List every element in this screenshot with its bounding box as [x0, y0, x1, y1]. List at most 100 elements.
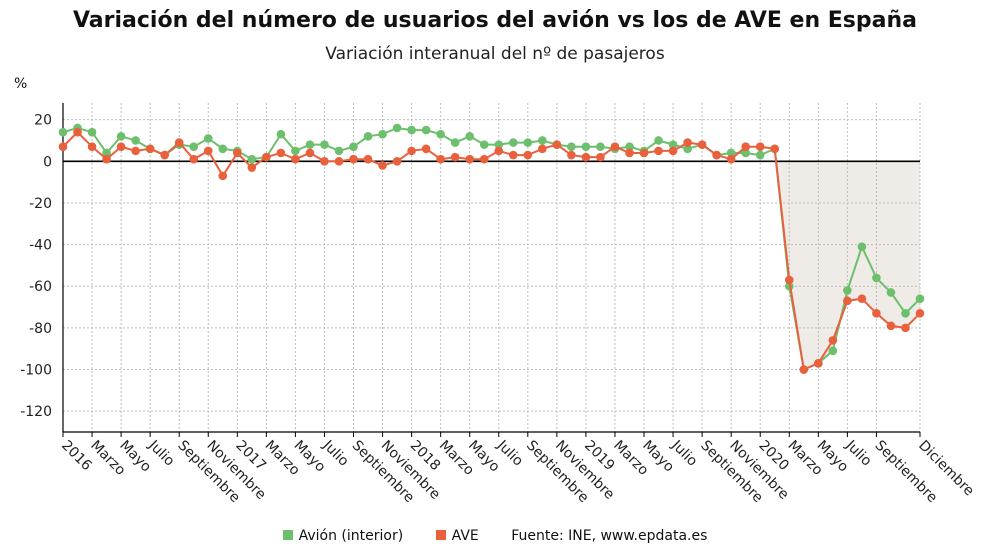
data-point-avion [450, 138, 460, 147]
chart-title: Variación del número de usuarios del avi… [72, 8, 917, 33]
data-point-avion [436, 129, 445, 139]
data-point-ave [581, 152, 591, 162]
data-point-avion [538, 136, 547, 145]
data-point-avion [131, 136, 140, 145]
data-point-ave [712, 150, 721, 160]
data-point-ave [174, 138, 184, 147]
data-point-ave [697, 140, 707, 149]
data-point-avion [508, 138, 518, 147]
shaded-area-layer [760, 161, 920, 370]
data-point-ave [276, 148, 286, 158]
legend-label-ave: AVE [451, 528, 479, 544]
data-point-avion [218, 144, 228, 154]
data-point-avion [843, 286, 852, 295]
data-point-avion [567, 142, 576, 152]
axis-layer [62, 103, 921, 437]
data-point-ave [901, 323, 910, 333]
data-point-ave [262, 152, 271, 162]
data-point-ave [538, 144, 547, 154]
grid-layer [62, 103, 921, 432]
data-point-ave [668, 146, 678, 156]
data-point-ave [349, 154, 358, 164]
y-tick-label: -40 [29, 238, 52, 254]
data-point-ave [160, 150, 169, 160]
data-point-avion [581, 142, 591, 152]
data-point-ave [596, 152, 605, 162]
data-point-avion [87, 127, 97, 137]
data-point-avion [523, 138, 533, 147]
data-point-avion [465, 132, 475, 141]
data-point-avion [407, 125, 416, 135]
data-point-avion [872, 273, 881, 283]
chart-subtitle: Variación interanual del nº de pasajeros [325, 44, 665, 64]
data-point-ave [320, 157, 329, 166]
legend-swatch-avion [282, 530, 293, 540]
data-point-ave [814, 358, 823, 368]
legend-item-avion: Avión (interior) [282, 528, 403, 544]
y-tick-label: -120 [20, 404, 52, 420]
data-point-avion [915, 294, 925, 304]
data-point-ave [915, 309, 925, 318]
data-point-avion [189, 142, 199, 152]
data-point-ave [610, 142, 620, 152]
data-point-avion [276, 129, 286, 139]
data-point-ave [755, 142, 765, 152]
y-axis-unit: % [14, 76, 28, 92]
data-point-ave [886, 321, 896, 331]
legend-swatch-ave [435, 530, 446, 540]
data-point-avion [596, 142, 605, 152]
legend-item-ave: AVE [435, 528, 479, 544]
data-point-avion [726, 148, 736, 158]
data-point-ave [218, 171, 228, 181]
data-point-ave [654, 146, 663, 156]
data-point-ave [567, 150, 576, 160]
data-point-ave [770, 144, 780, 154]
data-point-avion [116, 132, 126, 141]
data-point-ave [116, 142, 126, 152]
data-point-ave [843, 296, 852, 306]
line-chart: 200-20-40-60-80-100-1202016MarzoMayoJuli… [20, 103, 977, 506]
source-note: Fuente: INE, www.epdata.es [511, 528, 708, 544]
data-point-avion [247, 154, 257, 164]
y-tick-label: -20 [29, 196, 52, 212]
data-point-avion [654, 136, 663, 145]
data-point-ave [305, 148, 315, 158]
data-point-avion [392, 123, 402, 133]
data-point-ave [392, 157, 402, 166]
data-point-ave [872, 309, 881, 318]
data-point-avion [349, 142, 358, 152]
data-point-ave [189, 154, 199, 164]
data-point-avion [886, 288, 896, 297]
data-point-avion [320, 140, 329, 149]
data-point-avion [378, 129, 387, 139]
data-point-ave [799, 365, 809, 374]
data-point-ave [479, 154, 489, 164]
data-point-ave [683, 138, 692, 147]
data-point-ave [639, 148, 649, 158]
data-point-ave [523, 150, 533, 160]
data-point-avion [479, 140, 489, 149]
data-point-ave [407, 146, 416, 156]
data-point-ave [145, 144, 155, 154]
data-point-avion [668, 140, 678, 149]
data-point-ave [247, 163, 257, 172]
data-point-ave [421, 144, 431, 154]
data-point-avion [828, 346, 838, 356]
shaded-area [760, 161, 920, 370]
data-point-ave [58, 142, 68, 152]
data-point-avion [857, 242, 867, 251]
x-tick-label: 2016 [58, 438, 95, 475]
data-point-avion [901, 309, 910, 318]
data-point-ave [436, 154, 445, 164]
data-point-avion [625, 142, 634, 152]
data-point-ave [73, 127, 82, 137]
data-point-ave [291, 154, 300, 164]
data-point-ave [741, 142, 750, 152]
data-point-ave [828, 336, 838, 345]
data-point-avion [683, 144, 692, 154]
data-point-ave [233, 148, 242, 158]
series-ave [58, 127, 925, 374]
data-point-avion [203, 134, 213, 143]
data-point-ave [726, 154, 736, 164]
data-point-ave [334, 157, 344, 166]
